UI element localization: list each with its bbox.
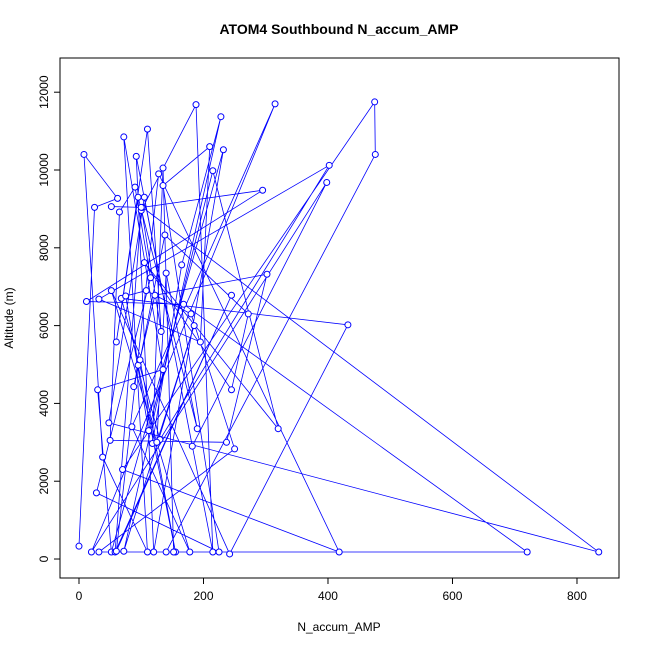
data-point: [134, 193, 142, 201]
data-point: [91, 203, 99, 211]
x-axis-label: N_accum_AMP: [297, 620, 380, 634]
data-point: [371, 98, 379, 106]
data-point: [215, 548, 223, 556]
x-tick-label: 600: [442, 589, 462, 603]
data-point: [82, 297, 90, 305]
data-point: [142, 287, 150, 295]
data-point: [162, 548, 170, 556]
data-point: [159, 366, 167, 374]
data-point: [170, 548, 178, 556]
data-point: [114, 194, 122, 202]
data-point: [155, 170, 163, 178]
data-point: [244, 310, 252, 318]
data-point: [523, 548, 531, 556]
data-point: [274, 425, 282, 433]
data-point: [178, 261, 186, 269]
data-point: [128, 423, 136, 431]
y-axis-label: Altitude (m): [2, 287, 16, 348]
data-point: [227, 386, 235, 394]
data-point: [193, 425, 201, 433]
data-point: [162, 269, 170, 277]
x-tick-label: 0: [76, 589, 83, 603]
data-point: [150, 548, 158, 556]
data-point: [259, 186, 267, 194]
data-point: [143, 125, 151, 133]
data-point: [186, 548, 194, 556]
data-point: [323, 178, 331, 186]
data-line: [78, 100, 600, 555]
data-point: [107, 203, 115, 211]
data-point: [344, 321, 352, 329]
data-point: [325, 161, 333, 169]
data-point: [206, 143, 214, 151]
x-tick-label: 400: [318, 589, 338, 603]
data-point: [231, 445, 239, 453]
data-point: [371, 150, 379, 158]
data-point: [196, 338, 204, 346]
data-point: [190, 322, 198, 330]
y-tick-label: 6000: [37, 312, 51, 339]
data-point: [223, 438, 231, 446]
y-tick-label: 12000: [37, 75, 51, 109]
data-point: [219, 146, 227, 154]
data-point: [140, 193, 148, 201]
data-point: [147, 274, 155, 282]
data-point: [75, 542, 83, 550]
data-point: [159, 164, 167, 172]
data-point: [94, 386, 102, 394]
data-point: [595, 548, 603, 556]
data-point: [99, 453, 107, 461]
data-point: [209, 167, 217, 175]
data-point: [188, 442, 196, 450]
data-point: [120, 133, 128, 141]
x-tick-label: 200: [193, 589, 213, 603]
data-point: [132, 152, 140, 160]
data-point: [87, 548, 95, 556]
data-point: [143, 548, 151, 556]
chart-title: ATOM4 Southbound N_accum_AMP: [219, 21, 458, 37]
y-tick-label: 10000: [37, 153, 51, 187]
data-point: [227, 291, 235, 299]
data-point: [122, 292, 130, 300]
data-point: [80, 150, 88, 158]
data-point: [180, 300, 188, 308]
data-point: [120, 547, 128, 555]
data-point: [112, 547, 120, 555]
data-point: [226, 550, 234, 558]
data-point: [192, 101, 200, 109]
y-tick-label: 0: [37, 555, 51, 562]
data-point: [157, 327, 165, 335]
data-point: [112, 338, 120, 346]
data-point: [159, 182, 167, 190]
data-point: [187, 310, 195, 318]
data-point: [106, 436, 114, 444]
data-point: [92, 489, 100, 497]
data-point: [153, 438, 161, 446]
plot-box: [59, 57, 620, 579]
data-point: [107, 287, 115, 295]
data-point: [209, 548, 217, 556]
data-point: [217, 113, 225, 121]
data-point: [137, 203, 145, 211]
y-tick-label: 2000: [37, 468, 51, 495]
data-point: [263, 270, 271, 278]
data-point: [95, 548, 103, 556]
data-point: [335, 548, 343, 556]
data-point: [271, 100, 279, 108]
data-point: [140, 259, 148, 267]
data-point: [136, 356, 144, 364]
data-point: [131, 183, 139, 191]
y-tick-label: 8000: [37, 234, 51, 261]
data-point: [105, 419, 113, 427]
data-point: [161, 231, 169, 239]
data-point: [151, 291, 159, 299]
data-point: [130, 383, 138, 391]
x-tick-label: 800: [567, 589, 587, 603]
data-point: [119, 466, 127, 474]
data-point: [145, 427, 153, 435]
y-tick-label: 4000: [37, 390, 51, 417]
data-point: [115, 208, 123, 216]
data-point: [95, 295, 103, 303]
